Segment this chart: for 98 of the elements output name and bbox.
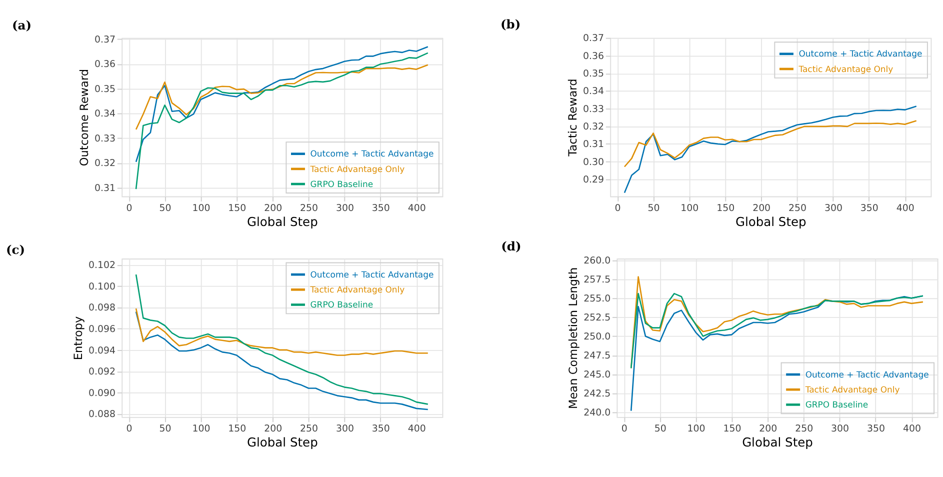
x-tick-label: 200: [759, 424, 778, 435]
legend-label: Outcome + Tactic Advantage: [310, 148, 434, 159]
legend-label: Tactic Advantage Only: [798, 64, 894, 74]
y-tick-label: 245.0: [584, 370, 611, 381]
y-tick-label: 0.36: [583, 50, 604, 62]
x-tick-label: 100: [192, 202, 210, 214]
x-tick-label: 400: [408, 424, 426, 435]
x-tick-label: 0: [126, 424, 132, 435]
y-tick-label: 0.35: [583, 68, 604, 80]
text: Tactic Advantage Only: [309, 284, 405, 294]
y-tick-label: 0.34: [583, 86, 604, 98]
x-tick-label: 350: [860, 202, 878, 214]
y-tick-label: 0.090: [88, 388, 116, 399]
x-tick-label: 50: [159, 202, 172, 214]
x-tick-label: 0: [614, 202, 621, 214]
y-tick-label: 0.100: [88, 281, 116, 292]
y-tick-label: 0.092: [88, 366, 116, 378]
x-tick-label: 150: [228, 202, 246, 214]
y-tick-label: 257.5: [584, 274, 611, 286]
y-tick-label: 0.36: [94, 59, 116, 70]
y-tick-label: 0.35: [94, 84, 116, 95]
line-series: [135, 311, 429, 410]
y-tick-label: 0.33: [94, 133, 116, 144]
line-series: [135, 64, 429, 130]
line-series: [630, 292, 924, 369]
x-tick-label: 250: [300, 424, 318, 435]
y-tick-label: 250.0: [584, 332, 611, 343]
y-tick-label: 252.5: [584, 312, 611, 324]
y-axis-title: Mean Completion Length: [566, 267, 580, 410]
x-tick-label: 150: [228, 424, 246, 435]
line-series: [135, 308, 429, 356]
x-tick-label: 100: [680, 202, 699, 214]
text: Outcome + Tactic Advantage: [310, 269, 434, 280]
y-tick-label: 240.0: [584, 408, 611, 419]
y-tick-label: 0.098: [88, 302, 116, 314]
text: (d): [501, 238, 522, 254]
line-series: [624, 106, 918, 194]
y-tick-label: 260.0: [584, 255, 611, 266]
legend-label: GRPO Baseline: [310, 300, 374, 310]
legend-label: Outcome + Tactic Advantage: [798, 48, 922, 59]
y-tick-label: 242.5: [584, 388, 611, 400]
x-tick-label: 0: [621, 424, 628, 435]
x-tick-label: 200: [264, 202, 282, 214]
y-tick-label: 247.5: [584, 350, 611, 362]
x-tick-label: 50: [654, 424, 666, 435]
x-tick-label: 150: [716, 202, 735, 214]
y-tick-label: 0.31: [94, 182, 116, 194]
x-tick-label: 300: [824, 202, 842, 214]
text: (c): [6, 242, 26, 257]
chart-title: (b): [500, 16, 521, 32]
x-tick-label: 250: [795, 424, 814, 435]
y-tick-label: 0.29: [583, 174, 604, 186]
x-tick-label: 400: [902, 424, 921, 435]
x-axis-title: Global Step: [742, 436, 814, 450]
y-tick-label: 0.094: [88, 345, 116, 356]
x-tick-label: 200: [264, 424, 282, 435]
legend-label: Tactic Advantage Only: [804, 384, 900, 394]
x-tick-label: 400: [896, 202, 914, 214]
y-axis-title: Outcome Reward: [78, 68, 91, 166]
x-tick-label: 350: [372, 424, 390, 435]
y-tick-label: 0.102: [88, 260, 116, 272]
chart-title: (a): [12, 18, 32, 33]
x-tick-label: 150: [723, 424, 742, 435]
y-tick-label: 0.33: [583, 104, 604, 115]
x-tick-label: 50: [648, 202, 660, 214]
y-tick-label: 0.096: [88, 324, 116, 335]
x-tick-label: 200: [752, 202, 771, 214]
x-axis-title: Global Step: [246, 214, 318, 229]
x-axis-title: Global Step: [735, 214, 807, 229]
line-series: [624, 120, 918, 168]
x-tick-label: 250: [788, 202, 806, 214]
legend-label: Tactic Advantage Only: [309, 164, 405, 174]
x-tick-label: 300: [831, 424, 850, 435]
legend-label: GRPO Baseline: [805, 400, 868, 410]
x-axis-title: Global Step: [246, 436, 318, 450]
x-tick-label: 0: [126, 202, 132, 214]
x-tick-label: 100: [687, 424, 706, 435]
y-tick-label: 255.0: [584, 293, 611, 304]
y-tick-label: 0.37: [583, 33, 604, 44]
y-tick-label: 0.31: [583, 139, 604, 150]
y-tick-label: 0.30: [583, 156, 604, 168]
y-tick-label: 0.37: [94, 34, 116, 46]
y-axis-title: Entropy: [72, 316, 85, 360]
x-tick-label: 50: [159, 424, 172, 435]
legend-label: Outcome + Tactic Advantage: [805, 369, 929, 380]
y-tick-label: 0.32: [94, 158, 116, 170]
y-tick-label: 0.32: [583, 122, 604, 133]
x-tick-label: 350: [867, 424, 885, 435]
x-tick-label: 350: [372, 202, 390, 214]
y-tick-label: 0.34: [94, 108, 116, 120]
x-tick-label: 100: [192, 424, 210, 435]
y-axis-title: Tactic Reward: [566, 78, 580, 158]
x-tick-label: 250: [300, 202, 318, 214]
y-tick-label: 0.088: [88, 409, 116, 420]
x-tick-label: 300: [336, 202, 354, 214]
legend-label: GRPO Baseline: [310, 178, 374, 189]
x-tick-label: 400: [408, 202, 426, 214]
x-tick-label: 300: [336, 424, 354, 435]
